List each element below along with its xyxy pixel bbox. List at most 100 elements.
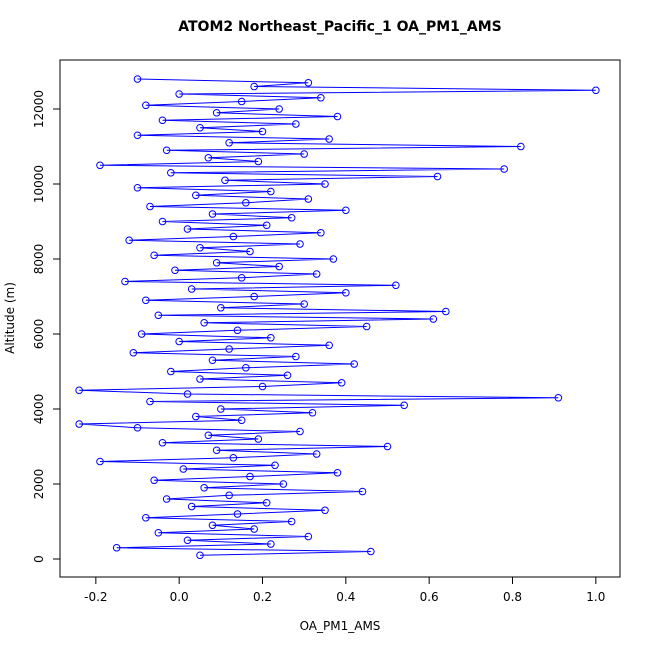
data-point <box>358 487 367 496</box>
data-point <box>187 502 196 511</box>
data-point <box>254 157 263 166</box>
y-tick-label: 4000 <box>32 394 46 425</box>
data-point <box>217 405 225 413</box>
data-point <box>392 281 400 290</box>
data-point <box>300 300 308 308</box>
data-point <box>333 468 342 477</box>
x-tick-label: 0.4 <box>336 590 355 604</box>
data-point <box>554 393 563 402</box>
data-point <box>400 401 408 410</box>
data-point <box>162 146 171 155</box>
data-point <box>329 255 338 263</box>
data-point <box>308 408 317 417</box>
data-point <box>442 307 450 316</box>
data-point <box>225 345 233 353</box>
data-point <box>112 543 121 552</box>
data-point <box>246 247 254 256</box>
data-point <box>325 341 333 350</box>
data-point <box>171 266 179 275</box>
data-point <box>304 78 313 87</box>
data-point <box>304 195 313 203</box>
data-point <box>225 491 233 500</box>
data-point <box>212 258 221 267</box>
data-point <box>75 386 83 395</box>
data-point <box>154 311 163 320</box>
data-point <box>133 75 142 83</box>
y-tick-label: 0 <box>32 555 46 563</box>
data-point <box>279 480 288 488</box>
data-point <box>133 183 142 192</box>
data-point <box>167 367 175 376</box>
data-point <box>350 360 358 368</box>
data-point <box>212 446 221 455</box>
data-point <box>200 483 208 492</box>
data-point <box>283 371 292 380</box>
data-point <box>142 513 150 522</box>
data-point <box>275 262 283 271</box>
data-point <box>500 165 508 173</box>
data-point <box>237 273 246 282</box>
data-point <box>133 423 142 432</box>
data-point <box>258 127 267 136</box>
data-point <box>146 397 154 406</box>
data-point <box>225 138 233 147</box>
data-point <box>317 228 325 237</box>
data-point <box>221 176 229 185</box>
data-point <box>362 322 371 331</box>
data-point <box>196 123 204 132</box>
data-point <box>175 337 183 346</box>
x-tick-label: 0.2 <box>253 590 272 604</box>
data-point <box>183 536 192 545</box>
data-point <box>321 506 329 515</box>
data-point <box>342 288 350 297</box>
data-point <box>217 303 225 312</box>
data-point <box>312 450 321 458</box>
data-point <box>254 435 263 443</box>
x-axis-label: OA_PM1_AMS <box>300 619 381 633</box>
data-point <box>150 476 158 485</box>
data-point <box>321 180 329 188</box>
x-tick-label: 0.8 <box>503 590 522 604</box>
chart-title: ATOM2 Northeast_Pacific_1 OA_PM1_AMS <box>178 19 501 35</box>
data-point <box>121 277 129 286</box>
data-point <box>296 240 304 248</box>
data-point <box>262 498 271 507</box>
data-point <box>137 330 146 338</box>
data-point <box>258 382 267 391</box>
data-point <box>292 352 300 361</box>
data-point <box>196 243 204 252</box>
data-point <box>312 270 321 278</box>
data-point <box>267 540 275 548</box>
data-point <box>333 112 342 121</box>
data-point <box>204 431 213 440</box>
data-point <box>208 210 217 218</box>
data-point <box>158 438 167 447</box>
data-point <box>292 120 300 128</box>
data-point <box>233 510 242 518</box>
data-point <box>383 442 392 451</box>
x-tick-label: 0.0 <box>170 590 189 604</box>
data-point <box>158 116 167 125</box>
data-point <box>142 296 150 305</box>
data-point <box>592 86 600 95</box>
data-point <box>242 363 250 372</box>
data-point <box>237 416 246 425</box>
data-point <box>342 206 350 215</box>
x-tick-label: -0.2 <box>84 590 107 604</box>
data-point <box>250 525 258 533</box>
data-point <box>262 221 271 230</box>
data-point <box>183 390 192 398</box>
data-point <box>196 375 204 383</box>
data-point <box>133 131 142 140</box>
y-tick-label: 12000 <box>32 90 46 128</box>
y-axis-label: Altitude (m) <box>3 282 17 354</box>
data-point <box>229 232 238 241</box>
data-point <box>212 108 221 117</box>
data-point <box>154 528 163 537</box>
data-point <box>179 465 188 473</box>
data-point <box>287 213 296 222</box>
data-point <box>433 172 442 181</box>
data-point <box>75 420 83 428</box>
